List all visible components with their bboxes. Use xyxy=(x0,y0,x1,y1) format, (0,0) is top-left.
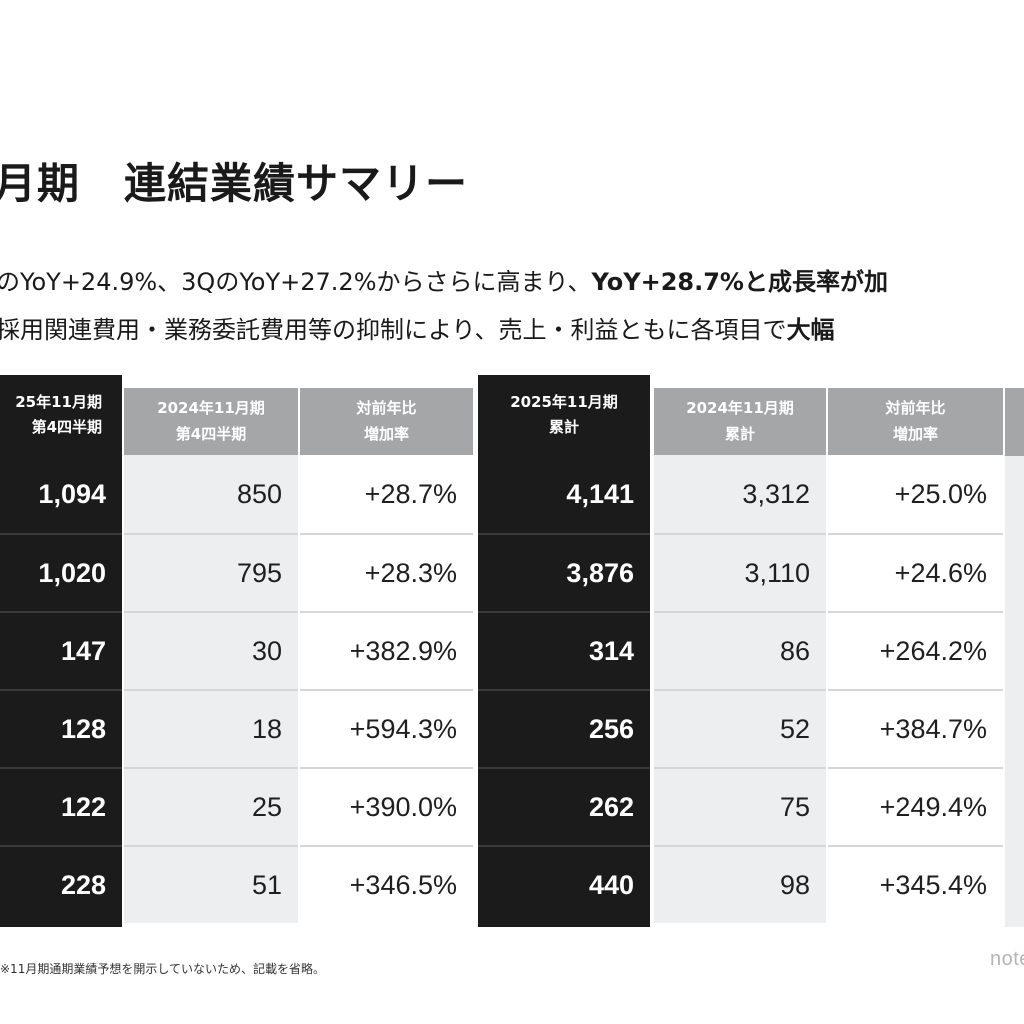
column-header-line1: 2024年11月期 xyxy=(686,399,794,417)
table-cell: +346.5% xyxy=(300,845,473,923)
summary-line-2-emphasis: 大幅 xyxy=(786,316,835,344)
title-prefix: 月期 xyxy=(0,159,81,208)
table-cell: 86 xyxy=(654,611,826,689)
table-cell: 51 xyxy=(124,845,298,923)
column-header: 2024年11月期 累計 xyxy=(654,388,826,455)
table-cell: +249.4% xyxy=(828,767,1003,845)
table-cell: 4,141 xyxy=(566,478,634,509)
table-cell: 25 xyxy=(124,767,298,845)
table-cell: +382.9% xyxy=(300,611,473,689)
column-header-line2: 累計 xyxy=(548,418,579,436)
table-cell: 98 xyxy=(654,845,826,923)
table-cell: +25.0% xyxy=(828,455,1003,533)
column-header-line1: 2025年11月期 xyxy=(510,392,618,411)
column-header-line2: 第4四半期 xyxy=(175,424,247,443)
table-cell: +345.4% xyxy=(828,845,1003,923)
table-cell: 795 xyxy=(124,533,298,611)
footnote: ※11月期通期業績予想を開示していないため、記載を省略。 xyxy=(0,962,325,976)
column-header-line2: 増加率 xyxy=(892,424,938,443)
table-cell: 314 xyxy=(478,611,650,689)
table-cell: 147 xyxy=(0,611,122,689)
column-2025-cumulative: 2025年11月期 累計 4,141 3,876 314 256 262 440 xyxy=(478,375,650,927)
table-cell: 1,094 xyxy=(38,478,106,509)
summary-line-2: 採用関連費用・業務委託費用等の抑制により、売上・利益ともに各項目で大幅 xyxy=(0,310,835,345)
table-cell: +594.3% xyxy=(300,689,473,767)
column-header: 2025年11月期 累計 xyxy=(478,375,650,455)
table-cell: 75 xyxy=(654,767,826,845)
column-2024-cumulative: 2024年11月期 累計 3,312 3,110 86 52 75 98 xyxy=(654,388,826,927)
column-yoy-cumulative: 対前年比 増加率 +25.0% +24.6% +264.2% +384.7% +… xyxy=(828,388,1003,927)
table-cell: +264.2% xyxy=(828,611,1003,689)
table-cell: 3,312 xyxy=(654,455,826,533)
table-cell: +28.3% xyxy=(300,533,473,611)
column-header-line1: 対前年比 xyxy=(885,399,946,417)
table-cell: 850 xyxy=(124,455,298,533)
column-header: 2024年11月期 第4四半期 xyxy=(124,388,298,455)
table-cell: 440 xyxy=(478,845,650,923)
title-main: 連結業績サマリー xyxy=(124,159,469,208)
summary-line-1-text: のYoY+24.9%、3QのYoY+27.2%からさらに高まり、 xyxy=(0,268,592,296)
table-cell: 52 xyxy=(654,689,826,767)
table-cell: +28.7% xyxy=(300,455,473,533)
column-2025-q4: 25年11月期 第4四半期 1,094 1,020 147 128 122 22… xyxy=(0,375,122,927)
table-cell: 18 xyxy=(124,689,298,767)
column-header-line2: 累計 xyxy=(724,424,755,443)
table-cell: 3,876 xyxy=(478,533,650,611)
column-2024-q4: 2024年11月期 第4四半期 850 795 30 18 25 51 xyxy=(124,388,298,927)
summary-line-1-emphasis: YoY+28.7%と成長率が加 xyxy=(591,268,888,296)
cut-off-column-body xyxy=(1005,456,1024,927)
table-cell: 228 xyxy=(0,845,122,923)
column-header: 対前年比 増加率 xyxy=(828,388,1003,455)
table-cell: 128 xyxy=(0,689,122,767)
table-cell: 262 xyxy=(478,767,650,845)
column-header-line1: 2024年11月期 xyxy=(157,399,265,417)
table-cell: 256 xyxy=(478,689,650,767)
summary-line-2-text: 採用関連費用・業務委託費用等の抑制により、売上・利益ともに各項目で xyxy=(0,316,787,344)
cut-off-column-header xyxy=(1005,388,1024,456)
column-header: 対前年比 増加率 xyxy=(300,388,473,455)
column-header-line2: 第4四半期 xyxy=(31,418,102,436)
table-cell: +384.7% xyxy=(828,689,1003,767)
page-title: 月期 連結業績サマリー xyxy=(0,150,468,211)
column-header-line1: 対前年比 xyxy=(356,399,417,417)
summary-line-1: のYoY+24.9%、3QのYoY+27.2%からさらに高まり、YoY+28.7… xyxy=(0,262,888,297)
table-cell: +390.0% xyxy=(300,767,473,845)
column-header-line1: 25年11月期 xyxy=(15,392,102,411)
note-logo: note xyxy=(990,948,1024,970)
table-cell: 122 xyxy=(0,767,122,845)
table-cell: 3,110 xyxy=(654,533,826,611)
column-header: 25年11月期 第4四半期 xyxy=(0,375,122,455)
column-header-line2: 増加率 xyxy=(363,424,409,443)
table-cell: 30 xyxy=(124,611,298,689)
table-cell: +24.6% xyxy=(828,533,1003,611)
table-cell: 1,020 xyxy=(0,533,122,611)
column-yoy-q4: 対前年比 増加率 +28.7% +28.3% +382.9% +594.3% +… xyxy=(300,388,473,927)
